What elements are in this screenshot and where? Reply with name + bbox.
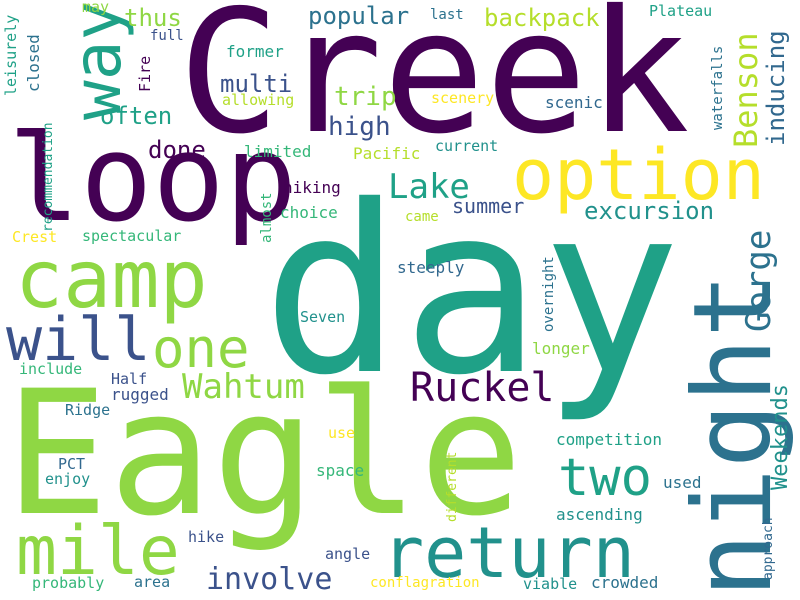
word-choice: choice: [280, 203, 338, 222]
word-space: space: [316, 461, 365, 480]
word-seven: Seven: [300, 308, 346, 326]
word-one: one: [152, 317, 250, 380]
word-ridge: Ridge: [65, 401, 111, 419]
word-popular: popular: [308, 2, 410, 30]
word-hike: hike: [188, 528, 225, 546]
word-current: current: [435, 137, 499, 155]
word-often: often: [100, 102, 173, 130]
word-fire: Fire: [136, 55, 154, 92]
word-almost: almost: [259, 192, 275, 243]
word-involve: involve: [206, 562, 333, 597]
word-competition: competition: [556, 430, 662, 449]
word-camp: camp: [15, 233, 208, 326]
word-pacific: Pacific: [353, 144, 421, 163]
word-ascending: ascending: [556, 505, 643, 524]
word-last: last: [430, 7, 464, 23]
word-eagle: Eagle: [5, 353, 523, 554]
word-trip: trip: [334, 82, 397, 112]
word-full: full: [150, 28, 184, 44]
word-weekends: Weekends: [768, 384, 793, 490]
word-gorge: Gorge: [739, 229, 779, 332]
word-use: use: [328, 424, 356, 442]
word-longer: longer: [532, 339, 590, 358]
word-scenic: scenic: [545, 93, 603, 112]
word-will: will: [6, 305, 151, 375]
word-limited: limited: [244, 142, 312, 161]
word-benson: Benson: [727, 32, 765, 148]
word-may: may: [82, 0, 110, 16]
word-overnight: overnight: [541, 256, 557, 332]
word-thus: thus: [124, 4, 182, 32]
word-conflagration: conflagration: [370, 575, 480, 591]
word-area: area: [134, 573, 171, 591]
word-scenery: scenery: [431, 89, 495, 107]
word-plateau: Plateau: [649, 2, 713, 20]
word-loop: loop: [8, 110, 297, 249]
word-angle: angle: [325, 545, 371, 563]
word-recommendation: recommendation: [41, 122, 56, 232]
word-hiking: hiking: [283, 178, 341, 197]
word-viable: viable: [523, 575, 578, 593]
word-day: day: [262, 156, 682, 426]
word-different: different: [445, 451, 460, 522]
word-return: return: [382, 512, 635, 594]
word-approach: approach: [761, 517, 776, 580]
word-lake: Lake: [388, 167, 470, 207]
word-leisurely: leisurely: [2, 14, 20, 96]
word-half: Half: [111, 370, 148, 388]
word-ruckel: Ruckel: [410, 365, 555, 411]
word-closed: closed: [24, 34, 43, 92]
word-multi: multi: [220, 70, 293, 98]
word-crest: Crest: [12, 228, 58, 246]
word-spectacular: spectacular: [82, 227, 182, 245]
word-wahtum: Wahtum: [182, 367, 305, 407]
word-used: used: [663, 473, 702, 492]
word-pct: PCT: [58, 455, 86, 473]
word-steeply: steeply: [397, 258, 465, 277]
word-excursion: excursion: [584, 197, 715, 225]
word-probably: probably: [32, 574, 105, 592]
word-done: done: [148, 136, 206, 164]
word-former: former: [226, 42, 284, 61]
word-allowing: allowing: [222, 91, 295, 109]
word-high: high: [328, 112, 391, 142]
word-backpack: backpack: [484, 4, 600, 32]
word-creek: Creek: [178, 0, 690, 172]
word-waterfalls: waterfalls: [710, 45, 726, 130]
word-include: include: [19, 360, 83, 378]
word-rugged: rugged: [111, 385, 169, 404]
word-option: option: [512, 134, 765, 216]
word-came: came: [405, 209, 439, 225]
word-mile: mile: [16, 512, 180, 591]
word-crowded: crowded: [591, 573, 659, 592]
word-summer: summer: [452, 194, 525, 218]
word-inducing: inducing: [762, 30, 790, 146]
word-two: two: [558, 448, 652, 508]
word-enjoy: enjoy: [45, 470, 91, 488]
